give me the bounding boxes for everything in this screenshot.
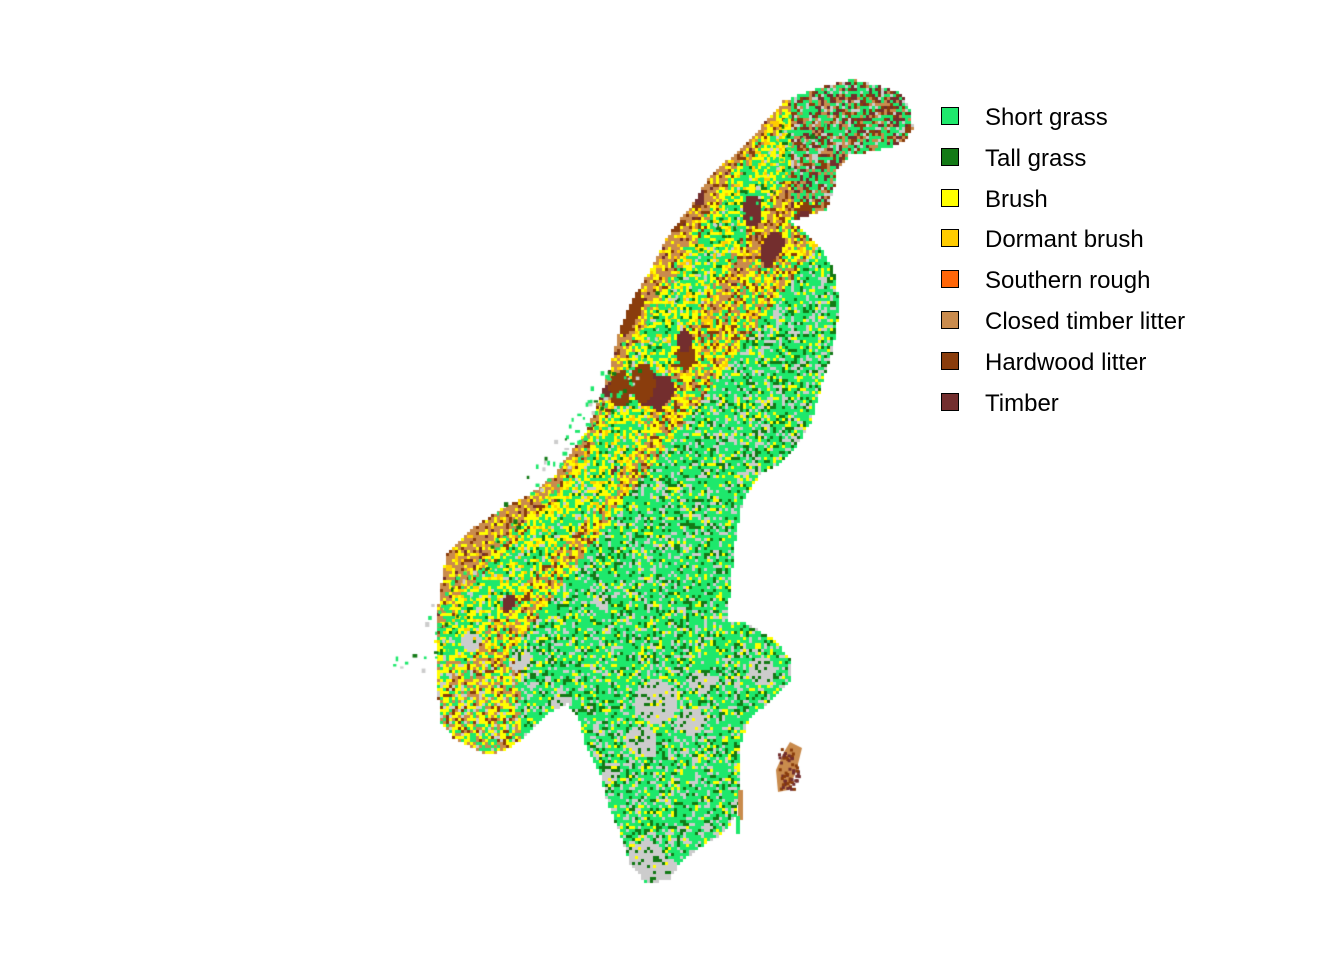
legend-swatch	[941, 147, 959, 166]
legend-label: Timber	[985, 389, 1059, 417]
legend-swatch	[941, 188, 959, 207]
legend: Short grass Tall grass Brush Dormant bru…	[940, 104, 1260, 430]
legend-item-timber: Timber	[940, 390, 1260, 431]
legend-item-hardwood-litter: Hardwood litter	[940, 349, 1260, 390]
legend-item-southern-rough: Southern rough	[940, 267, 1260, 308]
legend-swatch	[941, 392, 959, 411]
legend-item-closed-timber-litter: Closed timber litter	[940, 308, 1260, 349]
legend-swatch	[941, 229, 959, 248]
legend-label: Southern rough	[985, 267, 1151, 295]
legend-swatch	[941, 310, 959, 329]
legend-label: Short grass	[985, 104, 1108, 131]
legend-label: Brush	[985, 185, 1048, 213]
legend-label: Tall grass	[985, 144, 1087, 172]
legend-swatch	[941, 270, 959, 289]
legend-label: Hardwood litter	[985, 348, 1147, 376]
legend-item-dormant-brush: Dormant brush	[940, 226, 1260, 267]
legend-item-tall-grass: Tall grass	[940, 145, 1260, 186]
legend-label: Closed timber litter	[985, 307, 1186, 335]
legend-item-short-grass: Short grass	[940, 104, 1260, 145]
legend-swatch	[941, 351, 959, 370]
legend-item-brush: Brush	[940, 186, 1260, 227]
legend-label: Dormant brush	[985, 226, 1144, 254]
legend-swatch	[941, 107, 959, 125]
